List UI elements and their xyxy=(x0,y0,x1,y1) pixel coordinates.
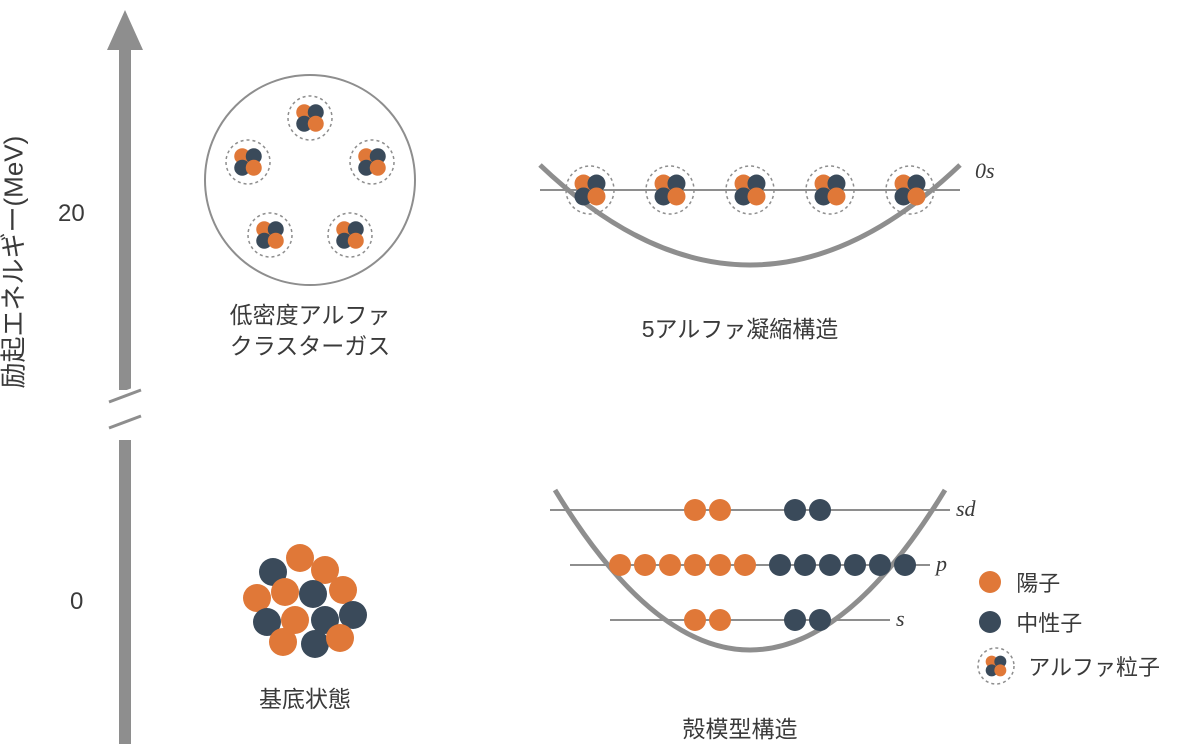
lower-right-diagram xyxy=(520,460,980,700)
legend-alpha-label: アルファ粒子 xyxy=(1028,650,1160,682)
legend-alpha: アルファ粒子 xyxy=(976,646,1160,686)
upper-left-diagram xyxy=(180,65,440,295)
shell-level-label: p xyxy=(936,551,947,577)
y-axis-label: 励起エネルギー(MeV) xyxy=(0,136,31,389)
legend-neutron-label: 中性子 xyxy=(1016,606,1082,638)
y-axis-arrow xyxy=(105,10,145,744)
shell-level-label: s xyxy=(896,606,905,632)
legend-proton-label: 陽子 xyxy=(1016,566,1060,598)
upper-right-diagram xyxy=(520,115,980,295)
lower-right-caption: 殻模型構造 xyxy=(600,710,880,744)
legend-proton: 陽子 xyxy=(976,566,1160,598)
caption-line2: クラスターガス xyxy=(230,333,391,359)
level-0s: 0s xyxy=(975,158,995,184)
caption-line1: 低密度アルファ xyxy=(230,302,391,328)
tick-0: 0 xyxy=(70,588,83,616)
lower-left-caption: 基底状態 xyxy=(235,680,375,714)
upper-left-caption: 低密度アルファ クラスターガス xyxy=(185,300,435,362)
legend: 陽子 中性子 アルファ粒子 xyxy=(976,566,1160,694)
lower-left-diagram xyxy=(230,530,380,670)
shell-level-label: sd xyxy=(956,496,976,522)
tick-20: 20 xyxy=(58,200,85,228)
legend-neutron: 中性子 xyxy=(976,606,1160,638)
upper-right-caption: 5アルファ凝縮構造 xyxy=(560,310,920,344)
